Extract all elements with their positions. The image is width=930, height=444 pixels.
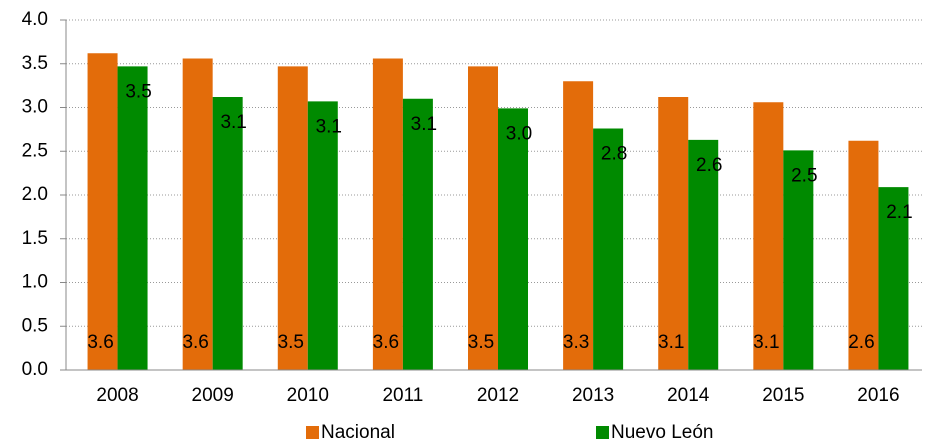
value-label: 3.5 [278, 332, 304, 353]
bar [87, 53, 118, 370]
value-label: 3.6 [182, 332, 208, 353]
y-tick-label: 3.0 [22, 97, 48, 118]
x-tick-label: 2014 [667, 385, 710, 406]
x-tick-label: 2012 [477, 385, 519, 406]
bar [658, 97, 689, 370]
x-tick-label: 2013 [572, 385, 614, 406]
bar [878, 187, 909, 370]
value-label: 2.5 [791, 165, 817, 186]
value-label: 3.1 [411, 114, 437, 135]
bar [277, 66, 308, 370]
x-tick-label: 2008 [96, 385, 138, 406]
bar [848, 140, 879, 370]
bar [783, 150, 814, 370]
value-label: 3.3 [563, 332, 589, 353]
y-tick-label: 4.0 [22, 9, 48, 30]
value-label: 3.5 [125, 81, 151, 102]
y-tick-label: 1.0 [22, 272, 48, 293]
legend-label: Nacional [321, 422, 395, 443]
bar [117, 66, 148, 370]
value-label: 2.6 [848, 332, 874, 353]
value-label: 3.0 [506, 123, 532, 144]
value-label: 2.1 [886, 202, 912, 223]
legend-swatch [596, 426, 609, 439]
value-label: 2.6 [696, 155, 722, 176]
y-tick-label: 2.5 [22, 140, 48, 161]
bar [563, 81, 594, 370]
bar [468, 66, 498, 370]
bar [372, 58, 403, 370]
x-tick-label: 2009 [192, 385, 234, 406]
x-tick-label: 2016 [857, 385, 899, 406]
value-label: 3.1 [658, 332, 684, 353]
y-tick-label: 1.5 [22, 228, 48, 249]
value-label: 2.8 [601, 144, 627, 165]
x-tick-label: 2010 [287, 385, 329, 406]
legend-swatch [306, 426, 319, 439]
value-label: 3.6 [373, 332, 399, 353]
y-tick-label: 3.5 [22, 53, 48, 74]
y-tick-label: 0.0 [22, 359, 48, 380]
bar [498, 108, 528, 370]
bar [182, 58, 213, 370]
value-label: 3.1 [316, 116, 342, 137]
legend-label: Nuevo León [611, 422, 713, 443]
y-tick-label: 2.0 [22, 184, 48, 205]
bar [307, 101, 338, 370]
bar [688, 139, 719, 370]
bar [212, 97, 243, 370]
value-label: 3.5 [468, 332, 494, 353]
x-tick-label: 2011 [382, 385, 423, 406]
value-label: 3.1 [753, 332, 779, 353]
bar [402, 98, 433, 370]
bar [593, 128, 624, 370]
x-tick-label: 2015 [762, 385, 804, 406]
value-label: 3.1 [220, 112, 246, 133]
y-tick-label: 0.5 [22, 315, 48, 336]
value-label: 3.6 [87, 332, 113, 353]
bar [753, 102, 784, 370]
